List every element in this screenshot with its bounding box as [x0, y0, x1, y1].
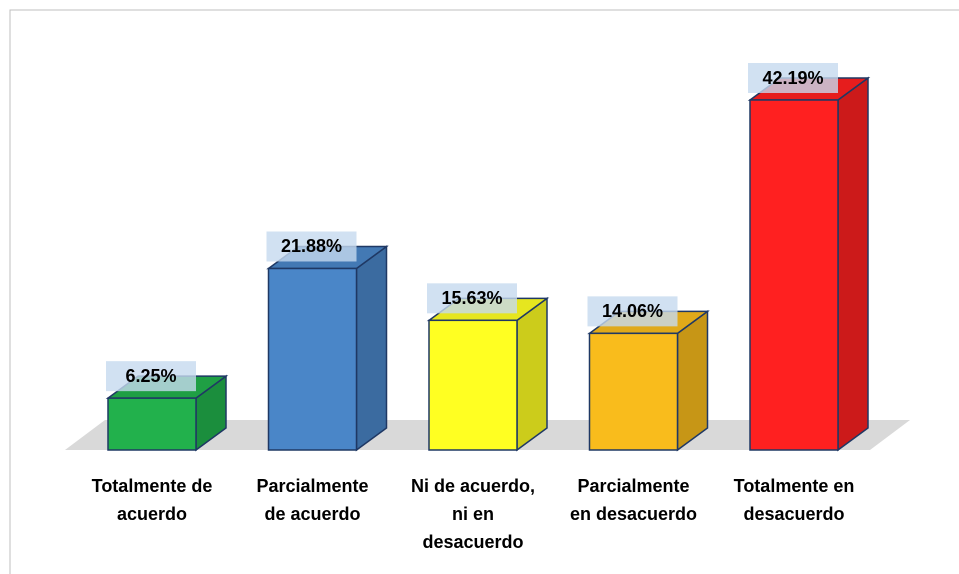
category-label: Parcialmente de acuerdo: [256, 476, 369, 524]
bar-side: [837, 76, 869, 452]
category-label: Totalmente en desacuerdo: [733, 476, 855, 524]
value-label-box: [106, 361, 196, 392]
bar: [267, 267, 358, 451]
value-label: 6.25%: [125, 366, 176, 386]
value-label: 14.06%: [602, 301, 663, 321]
bar: [588, 332, 679, 451]
frame: [9, 9, 959, 574]
bar-side: [516, 296, 548, 452]
value-label: 42.19%: [762, 68, 823, 88]
value-label-box: [427, 283, 517, 314]
value-label-box: [587, 296, 678, 327]
value-label-box: [266, 231, 357, 262]
category-label: Totalmente de acuerdo: [91, 476, 213, 524]
value-label: 15.63%: [441, 288, 502, 308]
bar-side: [676, 309, 709, 452]
value-label: 21.88%: [281, 236, 342, 256]
value-label-box: [748, 63, 838, 93]
category-label: Parcialmente en desacuerdo: [569, 476, 698, 524]
bar: [107, 397, 197, 451]
bar: [749, 99, 839, 451]
bar: [428, 319, 518, 451]
category-label: Ni de acuerdo, ni en desacuerdo: [410, 476, 536, 552]
bar-side: [355, 245, 388, 452]
